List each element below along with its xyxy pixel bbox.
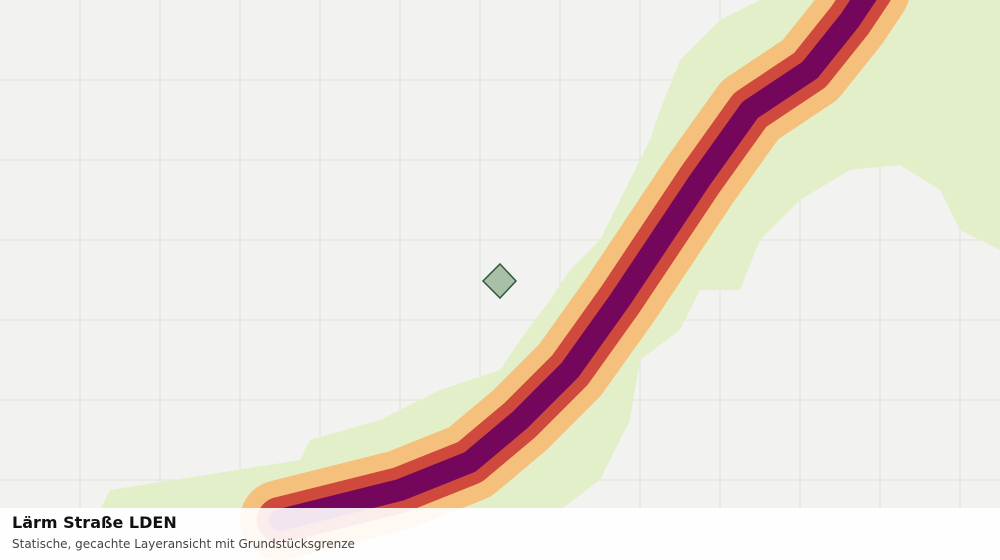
layer-title: Lärm Straße LDEN [12,513,177,532]
noise-layer [100,0,1000,560]
layer-subtitle: Statische, gecachte Layeransicht mit Gru… [12,537,355,551]
info-panel: Lärm Straße LDEN Statische, gecachte Lay… [0,508,1000,560]
parcel-boundary [481,262,518,300]
noise-zone-purple [269,0,877,531]
